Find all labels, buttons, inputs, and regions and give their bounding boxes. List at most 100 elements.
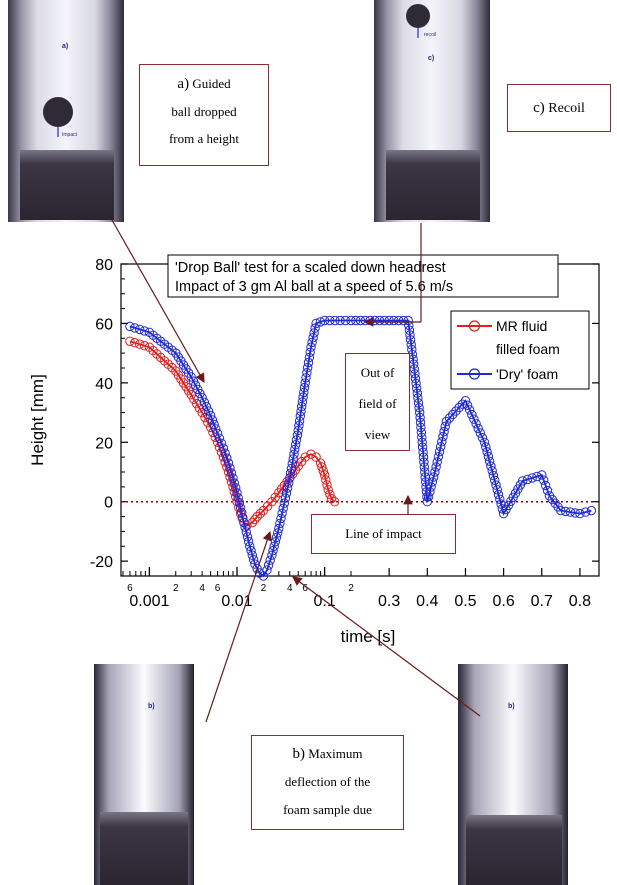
caption-b-letter: b) [292, 746, 306, 762]
data-point [296, 406, 306, 417]
photo-b-left: b) [94, 664, 194, 885]
photo-c: recoil c) [374, 0, 490, 222]
data-point [297, 401, 307, 412]
data-point [212, 428, 223, 439]
data-point [292, 430, 303, 440]
data-point [294, 416, 305, 426]
y-tick-label: 80 [95, 257, 113, 274]
data-point [430, 467, 440, 477]
x-tick-label-linear: 0.3 [378, 593, 400, 610]
data-point [389, 315, 399, 326]
data-point [241, 527, 252, 537]
data-point [311, 318, 321, 329]
caption-c-letter: c) [533, 100, 545, 116]
data-point [423, 492, 434, 502]
title-box [167, 254, 559, 298]
data-point [300, 378, 310, 388]
data-point [492, 485, 502, 495]
data-point [139, 326, 150, 336]
data-point [420, 477, 431, 487]
data-point [252, 511, 262, 522]
data-point [211, 424, 221, 434]
data-point [444, 413, 455, 423]
data-point [467, 409, 477, 420]
data-point [300, 452, 310, 462]
data-point [586, 505, 597, 516]
legend-label-mr-2: filled foam [496, 341, 560, 357]
data-point [419, 462, 429, 472]
data-point [394, 315, 404, 326]
data-point [404, 320, 414, 330]
data-point [277, 508, 287, 518]
data-point [235, 503, 246, 513]
data-point [303, 357, 314, 368]
data-point [309, 328, 319, 338]
data-point [406, 340, 416, 350]
data-point [329, 497, 340, 507]
x-tick-label-linear: 0.7 [531, 593, 553, 610]
caption-b-text: Maximum [305, 746, 363, 761]
data-point [540, 480, 551, 491]
data-point [269, 541, 279, 551]
data-point [279, 498, 289, 508]
data-point [404, 325, 415, 335]
data-point [439, 426, 449, 437]
photo-c-annotation: recoil [424, 32, 436, 38]
data-point [326, 494, 337, 504]
data-point [465, 405, 475, 415]
data-point [234, 498, 245, 508]
data-point [252, 563, 262, 574]
x-tick-label-linear: 0.4 [416, 593, 438, 610]
data-point [294, 420, 304, 431]
data-point [250, 514, 260, 525]
data-point [417, 442, 428, 452]
data-point [297, 397, 308, 407]
photo-a-annotation: Impact [62, 132, 78, 138]
data-point [216, 438, 227, 448]
data-point [527, 473, 537, 483]
data-point [295, 411, 305, 421]
data-point [483, 451, 494, 462]
data-point [139, 341, 150, 351]
data-point [418, 447, 428, 457]
data-point [302, 368, 312, 378]
caption-b: b) Maximum deflection of the foam sample… [251, 735, 404, 830]
data-point [440, 421, 450, 432]
data-point [275, 518, 285, 529]
data-point [310, 323, 320, 333]
series-dry-foam [125, 315, 597, 581]
data-point [418, 452, 429, 462]
data-point [287, 459, 297, 469]
caption-line-of-impact: Line of impact [311, 514, 456, 554]
data-point [194, 403, 205, 413]
data-point [518, 476, 528, 486]
data-point [417, 432, 427, 442]
y-axis-title: Height [mm] [28, 374, 47, 466]
data-point [414, 403, 424, 413]
data-point [271, 532, 282, 543]
data-point [437, 437, 447, 447]
y-tick-label: -20 [90, 554, 113, 571]
data-point [412, 383, 422, 393]
data-point [420, 467, 430, 477]
data-point [262, 565, 272, 575]
data-point [482, 447, 492, 457]
chart-title-line1: 'Drop Ball' test for a scaled down headr… [175, 260, 446, 276]
x-minor-label: 6 [302, 583, 308, 594]
data-point [299, 387, 309, 398]
caption-a-letter: a) [177, 76, 190, 92]
data-point [238, 512, 248, 523]
data-point [278, 503, 288, 513]
data-point [409, 364, 419, 374]
data-point [411, 378, 421, 389]
data-point [242, 532, 253, 542]
caption-impact-text: Line of impact [345, 526, 422, 541]
data-point [325, 315, 335, 326]
y-tick-label: 0 [104, 495, 113, 512]
data-point [469, 414, 479, 424]
series-line [129, 340, 336, 527]
data-point [419, 457, 429, 467]
data-point [556, 505, 566, 516]
y-tick-label: 20 [95, 435, 113, 452]
